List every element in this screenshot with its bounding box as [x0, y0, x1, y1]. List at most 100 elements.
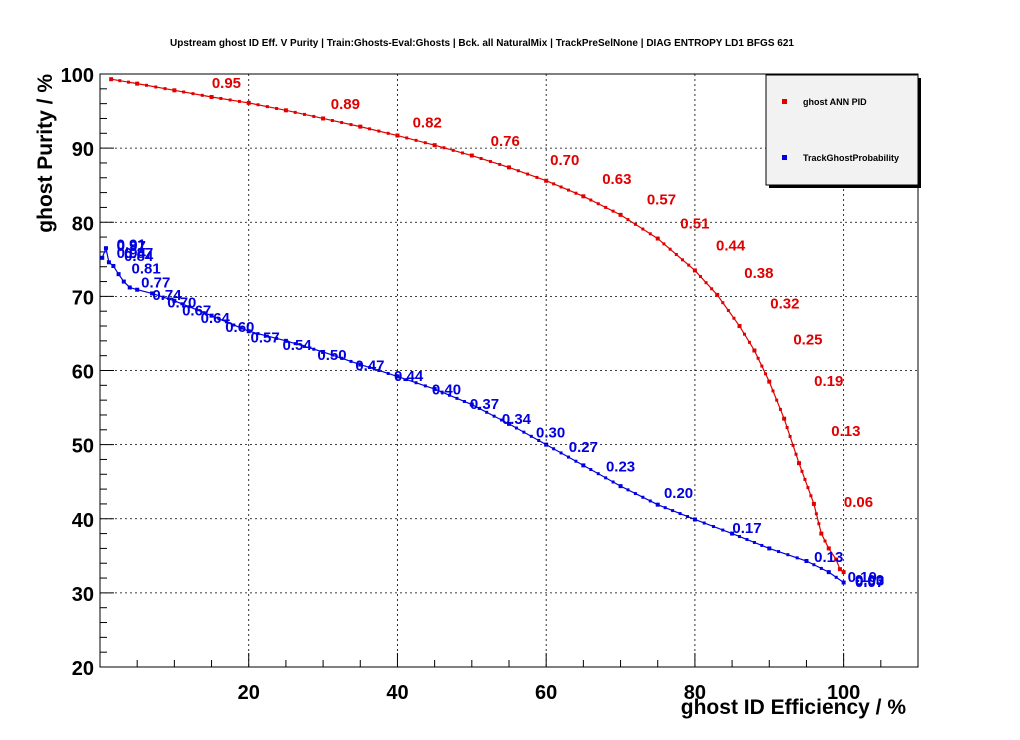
x-tick-label: 40: [386, 682, 408, 704]
series-marker-0: [662, 242, 666, 246]
series-marker-1: [293, 342, 297, 346]
series-marker-0: [516, 169, 520, 173]
red-threshold-label: 0.70: [550, 152, 579, 169]
red-threshold-label: 0.89: [331, 96, 360, 113]
series-point-0: [797, 461, 802, 466]
series-point-1: [246, 329, 251, 334]
red-threshold-label: 0.76: [491, 133, 520, 150]
series-marker-1: [678, 512, 682, 516]
series-marker-0: [604, 205, 608, 209]
series-marker-0: [641, 227, 645, 231]
blue-threshold-label: 0.07: [855, 574, 884, 591]
x-tick-label: 20: [238, 682, 260, 704]
red-threshold-label: 0.38: [744, 265, 773, 282]
series-marker-0: [785, 426, 789, 430]
series-point-0: [737, 324, 742, 329]
x-tick-label: 80: [684, 682, 706, 704]
series-point-1: [826, 570, 831, 575]
series-marker-1: [275, 336, 279, 340]
series-marker-1: [368, 366, 372, 370]
series-marker-1: [795, 556, 799, 560]
series-point-0: [283, 108, 288, 113]
legend-box: [765, 74, 919, 186]
blue-threshold-label: 0.34: [502, 411, 532, 428]
series-marker-1: [161, 295, 165, 299]
series-marker-0: [611, 209, 615, 213]
series-marker-1: [786, 553, 790, 557]
series-marker-1: [721, 528, 725, 532]
series-marker-0: [800, 469, 804, 473]
series-marker-0: [552, 182, 556, 186]
series-marker-0: [809, 494, 813, 498]
series-point-0: [752, 348, 757, 353]
series-marker-0: [674, 252, 678, 256]
y-tick-label: 70: [72, 287, 94, 309]
series-marker-0: [200, 93, 204, 97]
blue-threshold-label: 0.27: [569, 439, 598, 456]
red-threshold-label: 0.63: [602, 171, 631, 188]
series-marker-1: [648, 499, 652, 503]
series-point-0: [358, 124, 363, 129]
chart-title: Upstream ghost ID Eff. V Purity | Train:…: [170, 38, 794, 49]
series-point-1: [100, 255, 105, 260]
series-point-1: [767, 546, 772, 551]
series-point-0: [172, 88, 177, 93]
series-point-1: [121, 279, 126, 284]
series-point-1: [127, 285, 132, 290]
series-marker-1: [414, 381, 418, 385]
series-marker-0: [668, 247, 672, 251]
series-marker-0: [275, 106, 279, 110]
blue-threshold-label: 0.17: [732, 520, 761, 537]
series-marker-0: [535, 175, 539, 179]
series-marker-1: [405, 378, 409, 382]
series-marker-0: [442, 146, 446, 150]
series-point-1: [103, 246, 108, 251]
red-threshold-label: 0.06: [844, 494, 873, 511]
series-point-1: [150, 291, 155, 296]
series-point-0: [692, 268, 697, 273]
y-tick-label: 80: [72, 213, 94, 235]
series-point-1: [283, 338, 288, 343]
series-point-0: [246, 100, 251, 105]
series-marker-1: [552, 447, 556, 451]
series-marker-1: [812, 563, 816, 567]
series-marker-0: [648, 232, 652, 236]
series-point-0: [834, 557, 839, 562]
series-marker-0: [423, 141, 427, 145]
series-marker-0: [794, 452, 798, 456]
red-threshold-label: 0.51: [680, 215, 709, 232]
series-point-0: [581, 194, 586, 199]
blue-threshold-label: 0.44: [394, 368, 424, 385]
series-marker-1: [500, 418, 504, 422]
y-tick-label: 90: [72, 139, 94, 161]
blue-threshold-label: 0.30: [536, 424, 565, 441]
series-marker-0: [330, 119, 334, 123]
series-marker-1: [745, 538, 749, 542]
y-tick-label: 20: [72, 658, 94, 680]
series-marker-1: [566, 455, 570, 459]
series-point-0: [544, 178, 549, 183]
blue-threshold-label: 0.40: [432, 381, 461, 398]
red-threshold-label: 0.95: [212, 75, 241, 92]
red-threshold-label: 0.32: [770, 295, 799, 312]
series-marker-1: [777, 550, 781, 554]
series-marker-0: [823, 539, 827, 543]
blue-threshold-label: 0.64: [201, 310, 231, 327]
series-marker-1: [663, 506, 667, 510]
series-marker-0: [803, 477, 807, 481]
series-marker-0: [368, 127, 372, 131]
series-marker-0: [479, 157, 483, 161]
series-marker-1: [448, 393, 452, 397]
series-marker-1: [574, 459, 578, 463]
series-marker-1: [256, 332, 260, 336]
series-marker-1: [604, 476, 608, 480]
series-marker-0: [626, 218, 630, 222]
legend-label: ghost ANN PID: [803, 97, 867, 107]
series-marker-0: [386, 131, 390, 135]
series-point-0: [507, 165, 511, 170]
series-marker-1: [477, 406, 481, 410]
series-marker-0: [340, 121, 344, 125]
series-point-1: [172, 298, 177, 303]
series-marker-1: [738, 535, 742, 539]
